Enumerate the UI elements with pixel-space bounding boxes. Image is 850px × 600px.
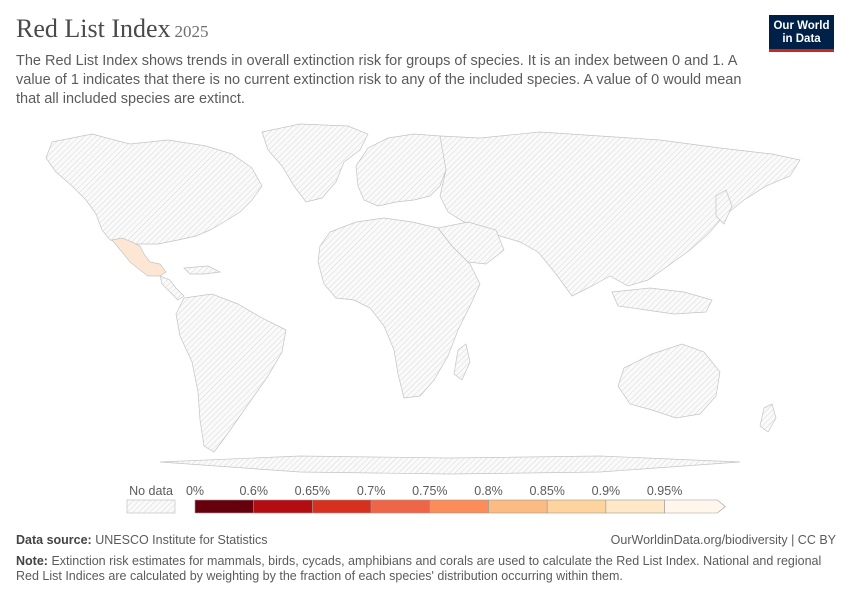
legend-swatch-3[interactable] [370,499,431,514]
legend: No data 0% 0.6% 0.65% 0.7% 0.75% 0.8% 0.85% 0.9… [126,484,726,514]
chart-title: Red List Index 2025 [16,14,209,44]
legend-label-0: 0% [186,484,204,498]
note-text: Extinction risk estimates for mammals, b… [16,554,822,583]
legend-swatch-5[interactable] [488,499,548,514]
footer-note: Note: Extinction risk estimates for mamm… [16,554,836,584]
source-url-link[interactable]: OurWorldinData.org/biodiversity [610,533,788,547]
legend-swatch-7[interactable] [605,499,665,514]
logo-line-2: in Data [782,33,821,45]
legend-label-6: 0.85% [529,484,564,498]
source-label: Data source: [16,533,92,547]
legend-label-2: 0.65% [295,484,330,498]
southeast-asia-shape[interactable] [611,287,713,315]
japan-shape[interactable] [715,189,733,225]
asia-shape[interactable] [439,131,801,297]
source-label-bold: Data source: UNESCO Institute for Statis… [16,533,268,547]
north-america-shape[interactable] [45,133,263,245]
title-year: 2025 [174,22,209,41]
mexico-shape[interactable] [111,237,167,277]
legend-swatch-0[interactable] [194,499,255,514]
middle-east-shape[interactable] [437,221,505,265]
legend-label-4: 0.75% [412,484,447,498]
source-text: UNESCO Institute for Statistics [95,533,268,547]
title-text: Red List Index [16,14,171,43]
europe-shape[interactable] [355,133,453,207]
legend-label-8: 0.95% [647,484,682,498]
caribbean-shape[interactable] [183,265,222,275]
legend-swatch-4[interactable] [429,499,489,514]
note-label: Note: [16,554,48,568]
antarctica-shape[interactable] [159,455,741,475]
legend-label-5: 0.8% [474,484,503,498]
legend-swatch-8[interactable] [664,499,726,514]
legend-bins: 0% 0.6% 0.65% 0.7% 0.75% 0.8% 0.85% 0.9% 0.95% [186,484,726,514]
logo-line-1: Our World [773,20,830,32]
central-america-shape[interactable] [159,275,185,301]
legend-label-1: 0.6% [239,484,268,498]
greenland-shape[interactable] [261,123,369,203]
license-text: CC BY [797,533,836,547]
owid-logo[interactable]: Our World in Data [769,15,834,52]
legend-label-3: 0.7% [357,484,386,498]
chart-subtitle: The Red List Index shows trends in overa… [16,53,742,107]
legend-label-7: 0.9% [592,484,621,498]
madagascar-shape[interactable] [453,343,471,381]
africa-shape[interactable] [317,217,481,399]
legend-swatch-1[interactable] [253,499,313,514]
australia-shape[interactable] [617,343,721,419]
legend-swatch-2[interactable] [312,499,372,514]
legend-swatch-6[interactable] [546,499,607,514]
footer: Data source: UNESCO Institute for Statis… [16,533,836,584]
legend-no-data-label: No data [129,484,173,498]
new-zealand-shape[interactable] [759,403,777,433]
legend-no-data-swatch [126,499,176,514]
world-map[interactable] [0,120,850,475]
south-america-shape[interactable] [175,293,287,453]
